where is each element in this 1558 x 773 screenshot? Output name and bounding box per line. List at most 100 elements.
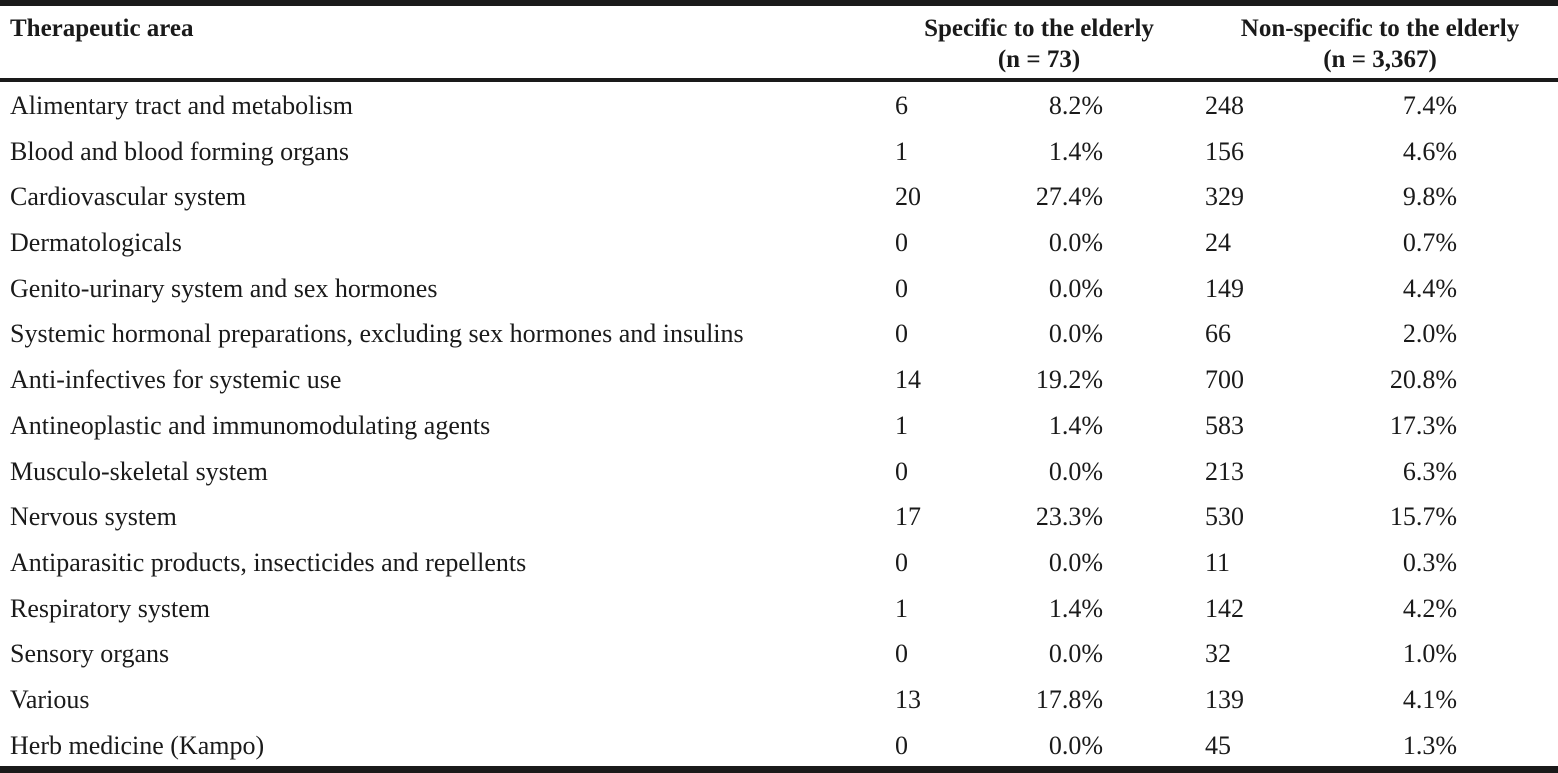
non-specific-percent-cell: 0.3% <box>1402 547 1457 577</box>
therapeutic-area-cell: Blood and blood forming organs <box>10 136 349 166</box>
therapeutic-area-cell: Alimentary tract and metabolism <box>10 91 353 120</box>
specific-count-cell: 6 <box>895 91 908 120</box>
specific-percent-cell: 0.0% <box>1048 273 1103 303</box>
specific-count-cell: 0 <box>895 273 908 303</box>
non-specific-count-cell: 45 <box>1205 730 1231 760</box>
header-specific-title: Specific to the elderly <box>924 15 1154 42</box>
header-specific-to-elderly: Specific to the elderly (n = 73) <box>900 13 1178 75</box>
non-specific-count-cell: 530 <box>1205 502 1244 532</box>
specific-count-cell: 20 <box>895 182 921 212</box>
specific-count-cell: 0 <box>895 319 908 349</box>
non-specific-count-cell: 248 <box>1205 91 1244 120</box>
non-specific-percent-cell: 4.2% <box>1402 593 1457 623</box>
specific-count-cell: 0 <box>895 730 908 760</box>
specific-percent-cell: 0.0% <box>1048 319 1103 349</box>
table-row: Nervous system 17 23.3% 530 15.7% <box>0 494 1558 540</box>
non-specific-count-cell: 142 <box>1205 593 1244 623</box>
therapeutic-area-cell: Various <box>10 684 90 714</box>
table-body: Alimentary tract and metabolism 6 8.2% 248 7… <box>0 83 1558 768</box>
specific-percent-cell: 8.2% <box>1048 91 1103 120</box>
non-specific-count-cell: 24 <box>1205 228 1231 258</box>
header-therapeutic-area: Therapeutic area <box>10 15 194 42</box>
therapeutic-area-cell: Cardiovascular system <box>10 182 247 212</box>
therapeutic-area-cell: Antiparasitic products, insecticides and… <box>10 547 527 577</box>
non-specific-percent-cell: 4.4% <box>1402 273 1457 303</box>
non-specific-percent-cell: 7.4% <box>1402 91 1457 120</box>
header-non-specific-count: (n = 3,367) <box>1323 46 1437 73</box>
therapeutic-area-cell: Sensory organs <box>10 639 170 669</box>
specific-percent-cell: 1.4% <box>1048 593 1103 623</box>
table-row: Various 13 17.8% 139 4.1% <box>0 677 1558 723</box>
therapeutic-area-cell: Systemic hormonal preparations, excludin… <box>10 319 744 349</box>
non-specific-percent-cell: 20.8% <box>1389 365 1457 395</box>
table-row: Antineoplastic and immunomodulating agen… <box>0 403 1558 449</box>
non-specific-percent-cell: 17.3% <box>1389 410 1457 440</box>
specific-count-cell: 1 <box>895 593 908 623</box>
header-specific-count: (n = 73) <box>997 46 1081 73</box>
therapeutic-area-cell: Genito-urinary system and sex hormones <box>10 273 438 303</box>
specific-percent-cell: 0.0% <box>1048 639 1103 669</box>
table-row: Alimentary tract and metabolism 6 8.2% 248 7… <box>0 83 1558 129</box>
table-header: Therapeutic area Specific to the elderly… <box>0 6 1558 78</box>
non-specific-percent-cell: 4.1% <box>1402 684 1457 714</box>
specific-count-cell: 1 <box>895 136 908 166</box>
non-specific-count-cell: 156 <box>1205 136 1244 166</box>
table-row: Musculo-skeletal system 0 0.0% 213 6.3% <box>0 449 1558 495</box>
table-row: Sensory organs 0 0.0% 32 1.0% <box>0 631 1558 677</box>
non-specific-percent-cell: 15.7% <box>1389 502 1457 532</box>
table-row: Dermatologicals 0 0.0% 24 0.7% <box>0 220 1558 266</box>
specific-percent-cell: 17.8% <box>1035 684 1103 714</box>
therapeutic-area-cell: Antineoplastic and immunomodulating agen… <box>10 410 491 440</box>
non-specific-count-cell: 139 <box>1205 684 1244 714</box>
specific-percent-cell: 0.0% <box>1048 547 1103 577</box>
specific-count-cell: 0 <box>895 639 908 669</box>
specific-count-cell: 17 <box>895 502 921 532</box>
specific-percent-cell: 23.3% <box>1035 502 1103 532</box>
specific-percent-cell: 0.0% <box>1048 730 1103 760</box>
table-row: Systemic hormonal preparations, excludin… <box>0 311 1558 357</box>
non-specific-count-cell: 700 <box>1205 365 1244 395</box>
specific-percent-cell: 1.4% <box>1048 410 1103 440</box>
table-row: Blood and blood forming organs 1 1.4% 156 4.… <box>0 129 1558 175</box>
specific-percent-cell: 0.0% <box>1048 456 1103 486</box>
table-header-rule <box>0 78 1558 82</box>
non-specific-percent-cell: 0.7% <box>1402 228 1457 258</box>
specific-count-cell: 1 <box>895 410 908 440</box>
non-specific-percent-cell: 4.6% <box>1402 136 1457 166</box>
table-row: Herb medicine (Kampo) 0 0.0% 45 1.3% <box>0 723 1558 769</box>
table-row: Antiparasitic products, insecticides and… <box>0 540 1558 586</box>
header-non-specific-to-elderly: Non-specific to the elderly (n = 3,367) <box>1210 13 1550 75</box>
therapeutic-area-cell: Nervous system <box>10 502 177 532</box>
non-specific-count-cell: 329 <box>1205 182 1244 212</box>
table-row: Genito-urinary system and sex hormones 0 0… <box>0 266 1558 312</box>
non-specific-percent-cell: 1.0% <box>1402 639 1457 669</box>
table-row: Cardiovascular system 20 27.4% 329 9.8% <box>0 174 1558 220</box>
table-top-rule <box>0 0 1558 6</box>
therapeutic-area-cell: Anti-infectives for systemic use <box>10 365 342 395</box>
table-bottom-rule <box>0 766 1558 773</box>
specific-percent-cell: 19.2% <box>1035 365 1103 395</box>
non-specific-percent-cell: 1.3% <box>1402 730 1457 760</box>
therapeutic-area-cell: Dermatologicals <box>10 228 182 258</box>
table-row: Respiratory system 1 1.4% 142 4.2% <box>0 586 1558 632</box>
non-specific-percent-cell: 6.3% <box>1402 456 1457 486</box>
therapeutic-area-cell: Respiratory system <box>10 593 211 623</box>
non-specific-percent-cell: 9.8% <box>1402 182 1457 212</box>
specific-count-cell: 13 <box>895 684 921 714</box>
specific-count-cell: 0 <box>895 456 908 486</box>
non-specific-count-cell: 32 <box>1205 639 1231 669</box>
therapeutic-area-cell: Musculo-skeletal system <box>10 456 268 486</box>
specific-count-cell: 0 <box>895 547 908 577</box>
specific-percent-cell: 27.4% <box>1035 182 1103 212</box>
non-specific-count-cell: 11 <box>1205 547 1231 577</box>
specific-count-cell: 14 <box>895 365 921 395</box>
therapeutic-area-cell: Herb medicine (Kampo) <box>10 730 265 760</box>
specific-count-cell: 0 <box>895 228 908 258</box>
specific-percent-cell: 0.0% <box>1048 228 1103 258</box>
non-specific-count-cell: 66 <box>1205 319 1231 349</box>
table-row: Anti-infectives for systemic use 14 19.2% 7… <box>0 357 1558 403</box>
non-specific-count-cell: 583 <box>1205 410 1244 440</box>
non-specific-count-cell: 213 <box>1205 456 1244 486</box>
non-specific-count-cell: 149 <box>1205 273 1244 303</box>
header-non-specific-title: Non-specific to the elderly <box>1240 15 1520 42</box>
